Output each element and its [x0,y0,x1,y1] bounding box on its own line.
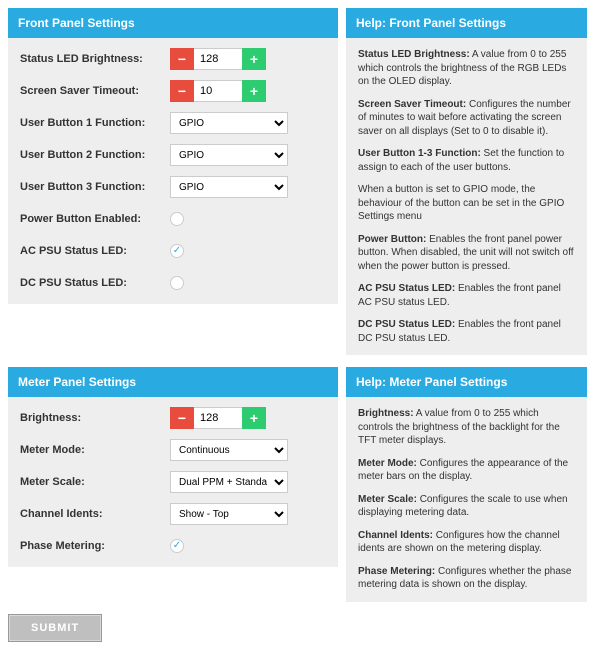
status-led-brightness-label: Status LED Brightness: [20,53,170,65]
screen-saver-timeout-label: Screen Saver Timeout: [20,85,170,97]
ac-psu-status-led-toggle[interactable]: ✓ [170,244,184,258]
channel-idents-select[interactable]: Show - Top [170,503,288,525]
channel-idents-label: Channel Idents: [20,508,170,520]
meter-scale-select[interactable]: Dual PPM + Standard VU [170,471,288,493]
minus-icon[interactable]: − [170,48,194,70]
meter-panel-help-body: Brightness: A value from 0 to 255 which … [346,397,587,602]
meter-mode-select[interactable]: Continuous [170,439,288,461]
plus-icon[interactable]: + [242,80,266,102]
minus-icon[interactable]: − [170,407,194,429]
phase-metering-label: Phase Metering: [20,540,170,552]
meter-brightness-input[interactable] [194,407,242,429]
meter-panel-help-title: Help: Meter Panel Settings [346,367,587,397]
status-led-brightness-stepper: − + [170,48,266,70]
meter-mode-label: Meter Mode: [20,444,170,456]
front-panel-help-body: Status LED Brightness: A value from 0 to… [346,38,587,355]
power-button-enabled-toggle[interactable] [170,212,184,226]
meter-panel-help: Help: Meter Panel Settings Brightness: A… [346,367,587,602]
meter-brightness-label: Brightness: [20,412,170,424]
front-panel-title: Front Panel Settings [8,8,338,38]
phase-metering-toggle[interactable]: ✓ [170,539,184,553]
screen-saver-timeout-input[interactable] [194,80,242,102]
dc-psu-status-led-toggle[interactable] [170,276,184,290]
submit-button[interactable]: SUBMIT [8,614,102,642]
meter-panel-settings: Meter Panel Settings Brightness: − + Met… [8,367,338,567]
meter-panel-title: Meter Panel Settings [8,367,338,397]
plus-icon[interactable]: + [242,407,266,429]
status-led-brightness-input[interactable] [194,48,242,70]
user-button-2-select[interactable]: GPIO [170,144,288,166]
minus-icon[interactable]: − [170,80,194,102]
user-button-1-select[interactable]: GPIO [170,112,288,134]
power-button-enabled-label: Power Button Enabled: [20,213,170,225]
plus-icon[interactable]: + [242,48,266,70]
user-button-2-label: User Button 2 Function: [20,149,170,161]
meter-scale-label: Meter Scale: [20,476,170,488]
user-button-1-label: User Button 1 Function: [20,117,170,129]
dc-psu-status-led-label: DC PSU Status LED: [20,277,170,289]
screen-saver-timeout-stepper: − + [170,80,266,102]
meter-brightness-stepper: − + [170,407,266,429]
ac-psu-status-led-label: AC PSU Status LED: [20,245,170,257]
front-panel-help-title: Help: Front Panel Settings [346,8,587,38]
user-button-3-label: User Button 3 Function: [20,181,170,193]
front-panel-settings: Front Panel Settings Status LED Brightne… [8,8,338,304]
check-icon: ✓ [173,541,181,551]
user-button-3-select[interactable]: GPIO [170,176,288,198]
check-icon: ✓ [173,246,181,256]
front-panel-help: Help: Front Panel Settings Status LED Br… [346,8,587,355]
